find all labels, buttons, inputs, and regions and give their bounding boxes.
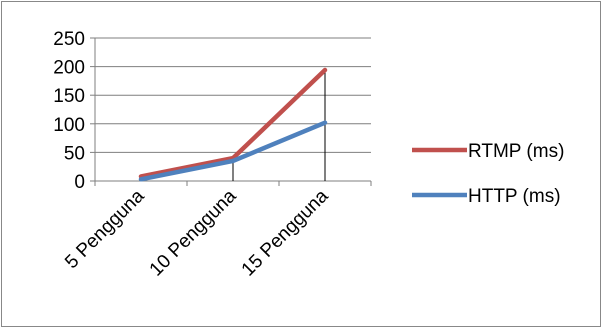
drop-lines bbox=[140, 70, 326, 181]
series-line-1 bbox=[138, 120, 328, 182]
chart-frame: 0 50 100 150 200 250 5 Pengguna 10 Pengguna 15 … bbox=[1, 1, 601, 327]
legend-label-0: RTMP (ms) bbox=[468, 141, 564, 162]
y-tick-label: 100 bbox=[53, 115, 85, 136]
legend: RTMP (ms) HTTP (ms) bbox=[412, 141, 564, 207]
series-line-0 bbox=[138, 67, 328, 179]
y-tick-label: 200 bbox=[53, 58, 85, 79]
series-lines bbox=[138, 67, 328, 182]
x-tick-label: 10 Pengguna bbox=[146, 185, 241, 280]
gridlines bbox=[90, 37, 372, 186]
x-tick-label: 15 Pengguna bbox=[238, 185, 333, 280]
legend-label-1: HTTP (ms) bbox=[468, 186, 561, 207]
y-tick-label: 150 bbox=[53, 86, 85, 107]
y-axis-ticks: 0 50 100 150 200 250 bbox=[53, 29, 85, 193]
y-tick-label: 250 bbox=[53, 29, 85, 50]
x-tick-label: 5 Pengguna bbox=[61, 185, 149, 273]
y-tick-label: 50 bbox=[64, 143, 85, 164]
y-tick-label: 0 bbox=[74, 172, 85, 193]
